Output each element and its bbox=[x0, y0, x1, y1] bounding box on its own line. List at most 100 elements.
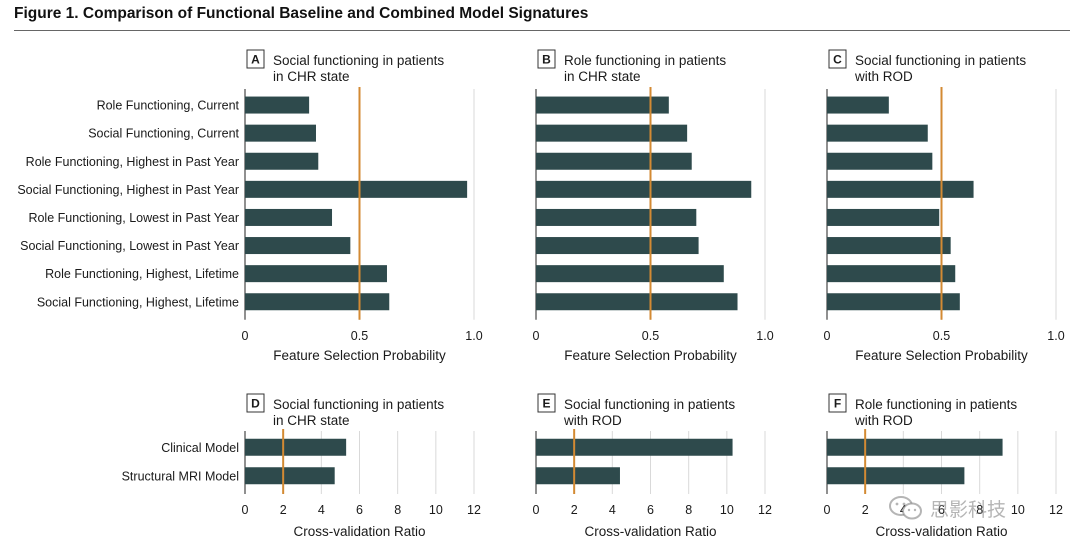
panel-f-tick-label: 6 bbox=[938, 503, 945, 517]
panel-e-letter-box bbox=[537, 393, 556, 413]
panel-a-bar bbox=[245, 237, 351, 255]
panel-b-letter: B bbox=[542, 53, 551, 67]
panel-a-category-label: Social Functioning, Lowest in Past Year bbox=[20, 239, 239, 253]
panel-d-tick-label: 4 bbox=[318, 503, 325, 517]
panel-d-tick-label: 8 bbox=[394, 503, 401, 517]
panel-a-category-label: Social Functioning, Highest, Lifetime bbox=[37, 295, 239, 309]
panel-f-tick-label: 2 bbox=[862, 503, 869, 517]
panel-a-category-label: Role Functioning, Current bbox=[97, 99, 240, 113]
panel-a-category-label: Role Functioning, Highest, Lifetime bbox=[45, 267, 239, 281]
panel-e-tick-label: 10 bbox=[720, 503, 734, 517]
panel-f-bar bbox=[827, 438, 1003, 456]
panel-a-bar bbox=[245, 124, 316, 142]
panel-b-title-line: Role functioning in patients bbox=[564, 53, 726, 68]
panel-b-bar bbox=[536, 265, 724, 283]
panel-b-bar bbox=[536, 152, 692, 170]
panel-e-tick-label: 0 bbox=[533, 503, 540, 517]
panel-c-bar bbox=[827, 237, 951, 255]
panel-f-x-axis-label: Cross-validation Ratio bbox=[875, 524, 1007, 539]
panel-f-letter: F bbox=[834, 397, 841, 411]
panel-b-letter-box bbox=[537, 49, 556, 69]
panel-c-bar bbox=[827, 152, 933, 170]
panel-d-title-line: in CHR state bbox=[273, 413, 350, 428]
panel-a-x-axis-label: Feature Selection Probability bbox=[273, 348, 446, 363]
panel-b-bar bbox=[536, 180, 752, 198]
panel-d-letter: D bbox=[251, 397, 260, 411]
panel-c-x-axis-label: Feature Selection Probability bbox=[855, 348, 1028, 363]
panel-e-tick-label: 6 bbox=[647, 503, 654, 517]
panel-a-category-label: Social Functioning, Current bbox=[88, 127, 239, 141]
panel-d-title-line: Social functioning in patients bbox=[273, 397, 444, 412]
panel-b-bar bbox=[536, 208, 697, 226]
panel-a-bar bbox=[245, 208, 333, 226]
panel-c-tick-label: 1.0 bbox=[1047, 329, 1064, 343]
panel-c-letter: C bbox=[833, 53, 842, 67]
panel-c-bar bbox=[827, 96, 889, 114]
panel-a-letter: A bbox=[251, 53, 260, 67]
panel-b-bar bbox=[536, 237, 699, 255]
panel-b-bar bbox=[536, 96, 669, 114]
watermark-text: 思影科技 bbox=[930, 498, 1007, 521]
panel-c-bar bbox=[827, 180, 974, 198]
panel-f-tick-label: 12 bbox=[1049, 503, 1063, 517]
panel-a-category-label: Role Functioning, Lowest in Past Year bbox=[28, 211, 239, 225]
panel-a-bar bbox=[245, 152, 319, 170]
panel-d-tick-label: 6 bbox=[356, 503, 363, 517]
panel-c-bar bbox=[827, 124, 928, 142]
panel-d-x-axis-label: Cross-validation Ratio bbox=[293, 524, 425, 539]
panel-a-tick-label: 0 bbox=[242, 329, 249, 343]
panel-d-tick-label: 0 bbox=[242, 503, 249, 517]
title-divider bbox=[14, 30, 1070, 31]
panel-a-category-label: Role Functioning, Highest in Past Year bbox=[26, 155, 239, 169]
panel-f-title-line: with ROD bbox=[854, 413, 913, 428]
panel-e-title-line: Social functioning in patients bbox=[564, 397, 735, 412]
panel-e-tick-label: 8 bbox=[685, 503, 692, 517]
panel-c-bar bbox=[827, 293, 960, 311]
panel-d-category-label: Structural MRI Model bbox=[122, 469, 239, 483]
panel-c-bar bbox=[827, 208, 940, 226]
panel-b-title-line: in CHR state bbox=[564, 69, 641, 84]
panel-f-letter-box bbox=[828, 393, 847, 413]
panel-f-tick-label: 8 bbox=[976, 503, 983, 517]
panel-e-x-axis-label: Cross-validation Ratio bbox=[584, 524, 716, 539]
panel-c-letter-box bbox=[828, 49, 847, 69]
panel-c-title-line: with ROD bbox=[854, 69, 913, 84]
panel-f-tick-label: 10 bbox=[1011, 503, 1025, 517]
panel-c-tick-label: 0 bbox=[824, 329, 831, 343]
panel-a-letter-box bbox=[246, 49, 265, 69]
figure-title: Figure 1. Comparison of Functional Basel… bbox=[14, 5, 589, 22]
panel-e-tick-label: 12 bbox=[758, 503, 772, 517]
panel-c-tick-label: 0.5 bbox=[933, 329, 950, 343]
panel-a-tick-label: 1.0 bbox=[465, 329, 482, 343]
panel-b-tick-label: 0.5 bbox=[642, 329, 659, 343]
panel-d-tick-label: 2 bbox=[280, 503, 287, 517]
panel-a-bar bbox=[245, 265, 387, 283]
panel-f-tick-label: 0 bbox=[824, 503, 831, 517]
panel-a-bar bbox=[245, 293, 390, 311]
panel-b-x-axis-label: Feature Selection Probability bbox=[564, 348, 737, 363]
panel-d-letter-box bbox=[246, 393, 265, 413]
panel-a-title-line: Social functioning in patients bbox=[273, 53, 444, 68]
panel-b-bar bbox=[536, 293, 738, 311]
watermark: 思影科技 bbox=[888, 494, 1068, 522]
panel-a-category-label: Social Functioning, Highest in Past Year bbox=[17, 183, 239, 197]
panel-b-tick-label: 0 bbox=[533, 329, 540, 343]
panel-d-category-label: Clinical Model bbox=[161, 441, 239, 455]
panel-c-bar bbox=[827, 265, 956, 283]
panel-d-tick-label: 10 bbox=[429, 503, 443, 517]
panel-b-bar bbox=[536, 124, 688, 142]
panel-e-tick-label: 4 bbox=[609, 503, 616, 517]
panel-e-title-line: with ROD bbox=[563, 413, 622, 428]
panel-d-bar bbox=[245, 438, 347, 456]
panel-a-title-line: in CHR state bbox=[273, 69, 350, 84]
panel-a-tick-label: 0.5 bbox=[351, 329, 368, 343]
panel-d-tick-label: 12 bbox=[467, 503, 481, 517]
panel-b-tick-label: 1.0 bbox=[756, 329, 773, 343]
panel-a-bar bbox=[245, 180, 468, 198]
panel-e-bar bbox=[536, 467, 620, 485]
panel-a-bar bbox=[245, 96, 310, 114]
panel-e-bar bbox=[536, 438, 733, 456]
panel-e-tick-label: 2 bbox=[571, 503, 578, 517]
wechat-icon bbox=[889, 496, 922, 520]
